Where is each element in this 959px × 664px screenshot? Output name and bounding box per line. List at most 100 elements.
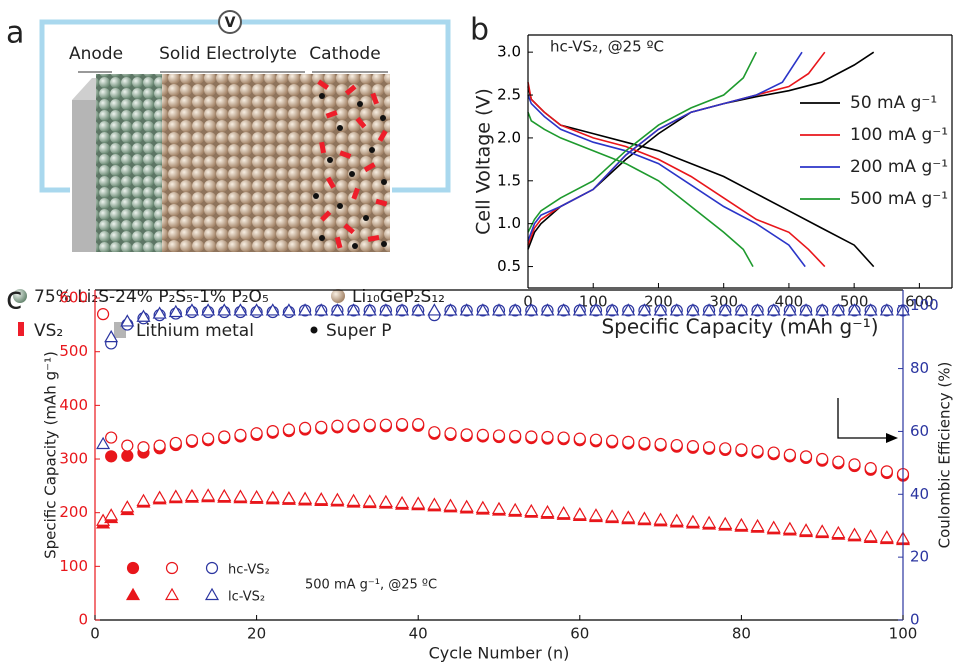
charge-point xyxy=(816,452,829,466)
charge-point xyxy=(751,444,764,458)
efficiency-point xyxy=(540,303,555,316)
charge-point xyxy=(201,488,216,501)
efficiency-point xyxy=(863,303,878,316)
efficiency-point xyxy=(669,303,684,316)
y2-tick-label: 80 xyxy=(910,359,929,377)
arrow-head xyxy=(886,433,898,443)
efficiency-point xyxy=(249,303,264,316)
charge-point xyxy=(525,430,538,443)
charge-point xyxy=(783,448,796,461)
efficiency-point xyxy=(637,303,652,316)
charge-point xyxy=(864,462,877,475)
charge-point xyxy=(250,427,263,440)
charge-point xyxy=(540,504,555,518)
charge-point xyxy=(541,430,554,444)
charge-point xyxy=(848,458,861,471)
charge-point xyxy=(168,489,183,502)
charge-point xyxy=(218,430,231,443)
charge-point xyxy=(379,418,392,431)
charge-point xyxy=(669,513,684,526)
voltmeter-label: V xyxy=(225,15,236,31)
charge-point xyxy=(750,518,765,532)
x-tick-label: 100 xyxy=(889,625,918,643)
y2-tick-label: 60 xyxy=(910,422,929,440)
efficiency-point xyxy=(685,303,700,316)
charge-point xyxy=(427,497,442,510)
charge-point xyxy=(670,438,683,452)
efficiency-point xyxy=(281,303,296,316)
charge-point xyxy=(314,492,329,505)
efficiency-point xyxy=(847,303,862,316)
efficiency-point xyxy=(621,303,636,316)
charge-point xyxy=(298,421,312,435)
charge-point xyxy=(702,515,717,528)
efficiency-point xyxy=(831,303,846,316)
y-tick-label: 500 xyxy=(59,342,88,360)
legend-label: 500 mA g⁻¹ xyxy=(850,189,948,209)
charge-point xyxy=(653,512,668,525)
charge-point xyxy=(395,418,409,431)
voltmeter xyxy=(218,10,242,34)
charge-point xyxy=(879,530,894,543)
charge-point xyxy=(378,494,393,508)
legend-label: 75% Li₂S-24% P₂S₅-1% P₂O₅ xyxy=(34,287,269,307)
charge-point xyxy=(202,432,215,445)
efficiency-point xyxy=(491,303,507,316)
curve xyxy=(527,51,806,268)
charge-point xyxy=(444,427,457,440)
legend-label: 100 mA g⁻¹ xyxy=(850,125,948,145)
charge-point xyxy=(459,499,474,512)
efficiency-point xyxy=(168,304,183,318)
curve xyxy=(527,51,758,267)
efficiency-point xyxy=(588,303,603,316)
charge-point xyxy=(184,488,199,502)
efficiency-point xyxy=(718,303,733,316)
charge-point xyxy=(121,439,134,452)
charge-point xyxy=(572,507,587,520)
efficiency-point xyxy=(136,309,151,322)
charge-point xyxy=(782,521,797,534)
charge-point xyxy=(153,439,166,452)
charge-point xyxy=(702,441,716,454)
charge-point xyxy=(265,490,280,503)
wire xyxy=(39,19,451,193)
charge-point xyxy=(524,503,539,517)
efficiency-point xyxy=(152,306,167,319)
x-tick-label: 40 xyxy=(409,625,428,643)
efficiency-point xyxy=(314,303,329,316)
x-tick-label: 300 xyxy=(709,293,738,311)
lithium-metal xyxy=(72,100,96,252)
charge-point xyxy=(573,432,586,445)
charge-point xyxy=(347,419,360,432)
charge-point xyxy=(475,500,490,513)
charge-point xyxy=(363,418,376,431)
efficiency-point xyxy=(475,303,490,316)
legend-swatch xyxy=(18,322,24,336)
charge-point xyxy=(460,428,473,441)
charge-point xyxy=(685,514,700,527)
charge-point xyxy=(863,529,878,542)
charge-point xyxy=(411,496,426,509)
charge-point xyxy=(169,436,182,450)
y-axis-label: Specific Capacity (mAh g⁻¹) xyxy=(42,351,60,559)
charge-point xyxy=(315,420,328,433)
charge-point xyxy=(637,511,652,524)
y-tick-label: 100 xyxy=(59,557,88,575)
charge-point xyxy=(185,434,199,447)
legend-marker xyxy=(165,561,179,575)
charge-point xyxy=(491,501,507,515)
charge-point xyxy=(492,429,506,442)
y2-axis-label: Coulombic Efficiency (%) xyxy=(936,362,954,549)
efficiency-point xyxy=(556,303,571,316)
curve xyxy=(527,51,875,268)
x-tick-label: 0 xyxy=(90,625,100,643)
x-axis-label: Cycle Number (n) xyxy=(429,644,570,663)
y-tick-label: 600 xyxy=(59,289,88,307)
efficiency-point xyxy=(217,303,232,316)
x-axis-label: Specific Capacity (mAh g⁻¹) xyxy=(601,315,878,339)
charge-point xyxy=(735,443,748,456)
efficiency-point xyxy=(362,303,377,316)
charge-point xyxy=(880,465,893,478)
charge-point xyxy=(832,455,845,468)
